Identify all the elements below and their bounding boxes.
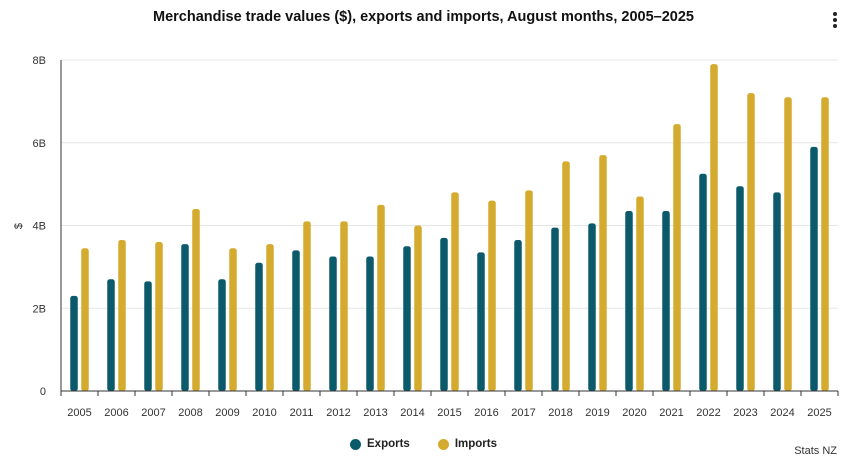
x-tick-label: 2025 — [807, 407, 831, 419]
bar-exports-2025[interactable] — [810, 146, 818, 391]
x-tick-label: 2020 — [622, 407, 646, 419]
bar-exports-2009[interactable] — [218, 279, 226, 391]
legend-label-exports: Exports — [367, 438, 410, 450]
bar-imports-2024[interactable] — [784, 97, 792, 392]
x-tick-label: 2015 — [437, 407, 461, 419]
bar-imports-2016[interactable] — [488, 200, 496, 391]
bar-imports-2014[interactable] — [414, 225, 422, 392]
kebab-menu-icon[interactable] — [831, 12, 839, 32]
bar-exports-2012[interactable] — [329, 256, 337, 391]
bar-exports-2020[interactable] — [625, 211, 633, 391]
x-tick-label: 2024 — [770, 407, 794, 419]
bar-imports-2023[interactable] — [747, 93, 755, 391]
bar-exports-2022[interactable] — [699, 173, 707, 391]
x-tick-label: 2016 — [474, 407, 498, 419]
bar-exports-2017[interactable] — [514, 239, 522, 391]
bar-imports-2013[interactable] — [377, 204, 385, 391]
x-tick-label: 2022 — [696, 407, 720, 419]
legend-item-imports[interactable]: Imports — [437, 438, 497, 450]
bar-imports-2011[interactable] — [303, 221, 311, 391]
x-tick-label: 2008 — [178, 407, 202, 419]
bar-imports-2005[interactable] — [81, 248, 89, 391]
bar-imports-2022[interactable] — [710, 64, 718, 391]
bar-exports-2024[interactable] — [773, 192, 781, 391]
bar-exports-2007[interactable] — [144, 281, 152, 391]
bar-imports-2009[interactable] — [229, 248, 237, 391]
source-credit: Stats NZ — [794, 445, 837, 457]
x-tick-label: 2018 — [548, 407, 572, 419]
bar-imports-2025[interactable] — [821, 97, 829, 392]
x-tick-label: 2021 — [659, 407, 683, 419]
bar-exports-2023[interactable] — [736, 186, 744, 391]
x-tick-label: 2011 — [290, 407, 314, 419]
x-tick-label: 2009 — [215, 407, 239, 419]
legend-item-exports[interactable]: Exports — [350, 438, 410, 450]
y-tick-label: 4B — [33, 221, 46, 233]
bar-imports-2020[interactable] — [636, 196, 644, 391]
bar-exports-2021[interactable] — [662, 211, 670, 391]
x-tick-label: 2017 — [511, 407, 535, 419]
x-tick-label: 2010 — [252, 407, 276, 419]
bars — [70, 64, 829, 392]
exports-swatch-icon — [350, 438, 361, 450]
x-tick-label: 2013 — [363, 407, 387, 419]
bar-chart: 0 2B 4B 6B 8B $ 2005 2006 2007 2008 2009 2010 2011… — [13, 55, 839, 419]
bar-exports-2006[interactable] — [107, 279, 115, 391]
bar-exports-2013[interactable] — [366, 256, 374, 391]
bar-exports-2014[interactable] — [403, 246, 411, 391]
bar-imports-2007[interactable] — [155, 242, 163, 391]
bar-exports-2019[interactable] — [588, 223, 596, 391]
x-tick-label: 2005 — [67, 407, 91, 419]
x-tick-label: 2023 — [733, 407, 757, 419]
legend: Exports Imports — [0, 438, 847, 450]
x-axis-ticks: 2005 2006 2007 2008 2009 2010 2011 2012 2013 2014… — [60, 391, 839, 419]
x-tick-label: 2007 — [141, 407, 165, 419]
imports-swatch-icon — [437, 438, 449, 450]
bar-imports-2018[interactable] — [562, 161, 570, 391]
bar-exports-2005[interactable] — [70, 295, 78, 391]
grid-lines — [61, 59, 838, 309]
x-tick-label: 2019 — [585, 407, 609, 419]
bar-exports-2008[interactable] — [181, 244, 189, 391]
bar-imports-2019[interactable] — [599, 155, 607, 391]
x-tick-label: 2006 — [104, 407, 128, 419]
bar-imports-2017[interactable] — [525, 190, 533, 391]
bar-exports-2011[interactable] — [292, 250, 300, 391]
x-tick-label: 2014 — [400, 407, 424, 419]
y-axis-ticks: 0 2B 4B 6B 8B — [33, 55, 46, 398]
y-axis-label: $ — [13, 223, 25, 229]
bar-imports-2006[interactable] — [118, 239, 126, 391]
bar-exports-2018[interactable] — [551, 227, 559, 391]
y-tick-label: 2B — [33, 303, 46, 315]
bar-imports-2015[interactable] — [451, 192, 459, 391]
bar-imports-2012[interactable] — [340, 221, 348, 391]
x-tick-label: 2012 — [326, 407, 350, 419]
legend-label-imports: Imports — [454, 438, 497, 450]
y-tick-label: 6B — [33, 138, 46, 150]
chart-title: Merchandise trade values ($), exports an… — [153, 9, 694, 25]
y-tick-label: 0 — [40, 386, 46, 398]
bar-imports-2021[interactable] — [673, 124, 681, 391]
bar-exports-2016[interactable] — [477, 252, 485, 391]
bar-exports-2010[interactable] — [255, 262, 263, 391]
bar-imports-2008[interactable] — [192, 208, 200, 391]
bar-exports-2015[interactable] — [440, 237, 448, 391]
bar-imports-2010[interactable] — [266, 244, 274, 391]
y-tick-label: 8B — [33, 55, 46, 67]
